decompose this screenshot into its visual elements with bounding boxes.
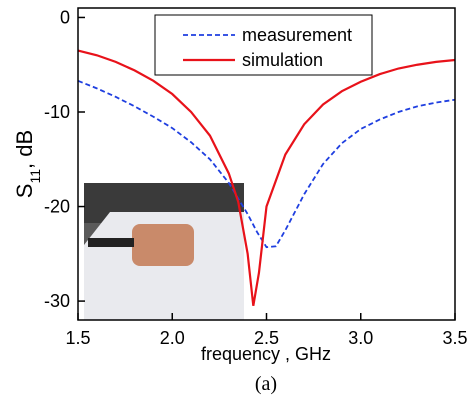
y-tick-label: -30 bbox=[44, 291, 70, 311]
y-label-part: 11 bbox=[27, 169, 43, 184]
inset-photo bbox=[84, 183, 244, 320]
x-tick-label: 3.5 bbox=[442, 328, 467, 348]
legend bbox=[154, 14, 373, 76]
x-tick-label: 3.0 bbox=[348, 328, 373, 348]
x-tick-label: 2.0 bbox=[160, 328, 185, 348]
x-tick-label: 1.5 bbox=[65, 328, 90, 348]
series-line bbox=[77, 49, 456, 307]
y-tick-label: -20 bbox=[44, 197, 70, 217]
series-line bbox=[77, 79, 456, 249]
caption: (a) bbox=[255, 373, 277, 395]
y-label-part: S bbox=[12, 184, 37, 199]
x-tick-label: 2.5 bbox=[254, 328, 279, 348]
y-tick-label: -10 bbox=[44, 102, 70, 122]
x-axis-label: frequency , GHz bbox=[201, 344, 331, 364]
y-label-part: , dB bbox=[12, 130, 37, 169]
y-axis-label: S11, dB bbox=[12, 130, 43, 198]
y-tick-label: 0 bbox=[60, 7, 70, 27]
legend-label: simulation bbox=[242, 50, 323, 70]
plot-frame bbox=[77, 7, 456, 321]
legend-label: measurement bbox=[242, 25, 352, 45]
